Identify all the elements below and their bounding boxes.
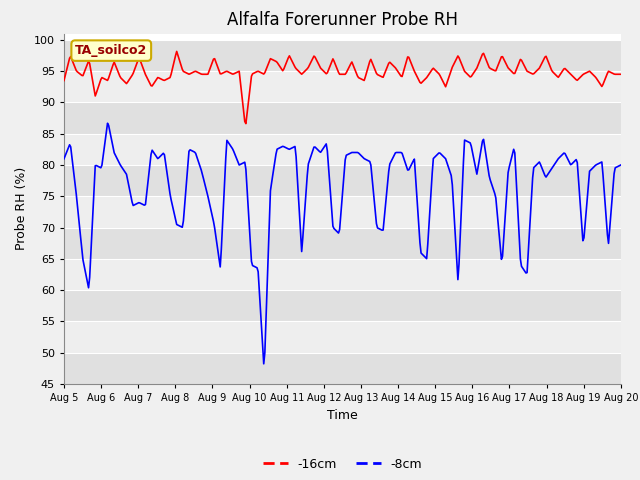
Legend: -16cm, -8cm: -16cm, -8cm [257, 453, 428, 476]
Bar [64, 290, 621, 322]
Bar [64, 71, 621, 102]
Title: Alfalfa Forerunner Probe RH: Alfalfa Forerunner Probe RH [227, 11, 458, 29]
Bar [64, 228, 621, 259]
Y-axis label: Probe RH (%): Probe RH (%) [15, 167, 28, 251]
Bar [64, 353, 621, 384]
Bar [64, 40, 621, 71]
X-axis label: Time: Time [327, 408, 358, 421]
Bar [64, 196, 621, 228]
Bar [64, 134, 621, 165]
Bar [64, 102, 621, 134]
Bar [64, 165, 621, 196]
Bar [64, 259, 621, 290]
Text: TA_soilco2: TA_soilco2 [75, 44, 147, 57]
Bar [64, 322, 621, 353]
